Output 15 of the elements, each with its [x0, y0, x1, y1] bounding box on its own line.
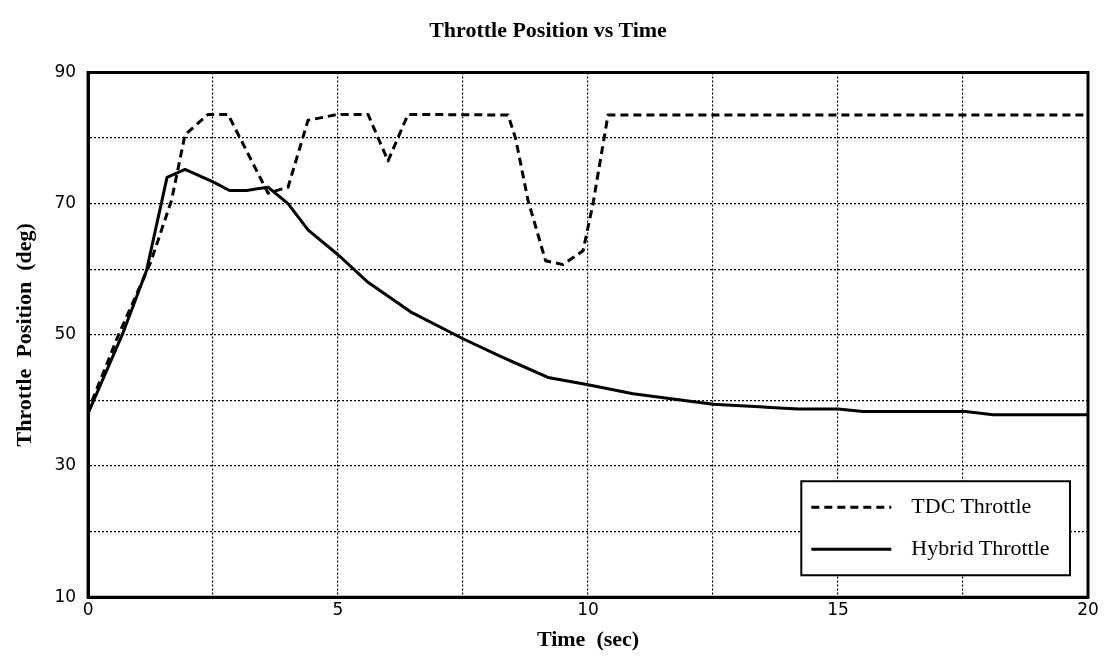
- y-tick-label: 70: [54, 192, 77, 213]
- x-tick-label: 15: [827, 598, 849, 619]
- x-tick-label: 0: [82, 598, 94, 619]
- x-tick-label: 5: [332, 598, 344, 619]
- y-axis-title: Throttle Position (deg): [10, 223, 36, 447]
- x-tick-label: 10: [577, 598, 599, 619]
- y-tick-label: 10: [54, 585, 77, 606]
- legend-label: TDC Throttle: [911, 492, 1032, 518]
- legend-label: Hybrid Throttle: [911, 534, 1050, 560]
- y-tick-label: 30: [54, 454, 77, 475]
- x-tick-label: 20: [1077, 598, 1099, 619]
- chart-title: Throttle Position vs Time: [429, 16, 668, 42]
- y-tick-label: 50: [54, 323, 77, 344]
- x-axis-title: Time (sec): [536, 626, 640, 652]
- y-tick-label: 90: [54, 60, 77, 81]
